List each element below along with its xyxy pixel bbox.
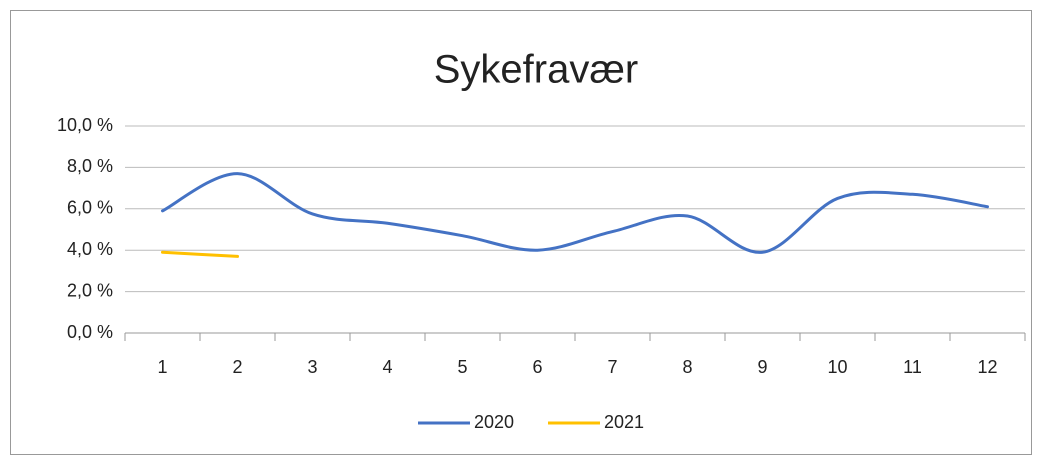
x-tick-label: 12 — [977, 357, 997, 377]
chart-border — [10, 10, 1032, 455]
y-tick-label: 8,0 % — [67, 156, 113, 176]
x-tick-label: 9 — [757, 357, 767, 377]
x-tick-label: 6 — [532, 357, 542, 377]
x-tick-label: 11 — [903, 357, 922, 377]
x-tick-label: 1 — [157, 357, 167, 377]
chart-title: Sykefravær — [434, 48, 639, 92]
y-tick-label: 4,0 % — [67, 239, 113, 259]
legend-label: 2020 — [474, 412, 514, 432]
y-tick-label: 10,0 % — [57, 115, 113, 135]
series-line — [161, 250, 239, 258]
x-tick-label: 8 — [682, 357, 692, 377]
x-tick-label: 3 — [307, 357, 317, 377]
legend-label: 2021 — [604, 412, 644, 432]
x-tick-label: 10 — [827, 357, 847, 377]
x-tick-label: 7 — [607, 357, 617, 377]
y-tick-label: 0,0 % — [67, 322, 113, 342]
x-tick-label: 5 — [457, 357, 467, 377]
series-line — [161, 172, 989, 254]
y-tick-label: 6,0 % — [67, 198, 113, 218]
x-tick-label: 2 — [232, 357, 242, 377]
y-tick-label: 2,0 % — [67, 280, 113, 300]
x-tick-label: 4 — [382, 357, 392, 377]
